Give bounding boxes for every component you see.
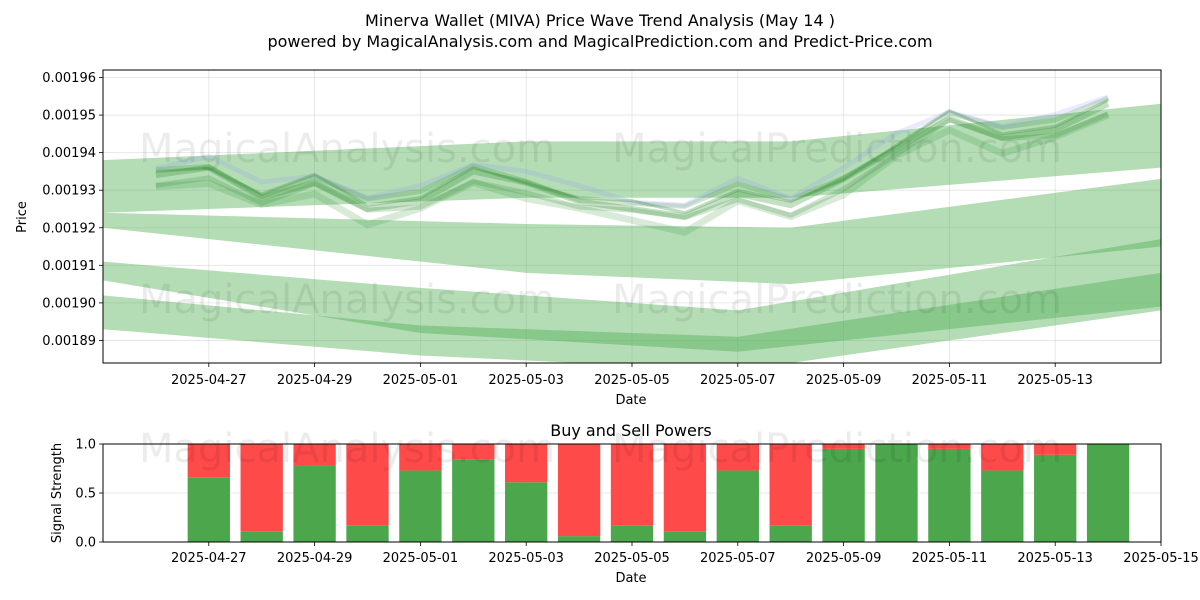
price-x-tick-label: 2025-04-27	[171, 373, 247, 388]
buy-power-bar	[346, 525, 389, 542]
signal-y-axis-label: Signal Strength	[50, 443, 65, 543]
signal-chart: Buy and Sell Powers MagicalAnalysis.com …	[50, 421, 1199, 586]
price-y-tick-label: 0.00196	[42, 71, 96, 86]
signal-x-tick-label: 2025-05-05	[594, 551, 670, 566]
signal-y-tick-label: 1.0	[75, 438, 96, 453]
watermark-bar-right: MagicalPrediction.com	[612, 426, 1062, 472]
price-wave-line	[155, 111, 1110, 236]
watermark-left-lower: MagicalAnalysis.com	[139, 277, 555, 323]
sell-power-bar	[505, 444, 548, 483]
trend-band	[103, 178, 1161, 285]
signal-x-ticks: 2025-04-27 2025-04-29 2025-05-01 2025-05-03…	[171, 542, 1199, 566]
buy-power-bar	[1034, 454, 1077, 542]
signal-x-tick-label: 2025-05-15	[1123, 551, 1199, 566]
price-chart: MagicalAnalysis.com MagicalPrediction.co…	[15, 69, 1162, 408]
price-grid	[103, 70, 1161, 363]
chart-subtitle: powered by MagicalAnalysis.com and Magic…	[267, 32, 932, 51]
sell-power-bar	[981, 444, 1024, 471]
sell-power-bar	[452, 444, 495, 460]
signal-x-tick-label: 2025-05-11	[912, 551, 988, 566]
signal-x-tick-label: 2025-05-09	[806, 551, 882, 566]
signal-chart-title: Buy and Sell Powers	[550, 421, 712, 440]
signal-bars	[187, 444, 1130, 542]
buy-power-bar	[505, 482, 548, 542]
watermark-right-lower: MagicalPrediction.com	[612, 277, 1062, 323]
sell-power-bar	[399, 444, 442, 471]
sell-power-bar	[716, 444, 759, 471]
sell-power-bar	[928, 444, 971, 449]
buy-power-bar	[981, 470, 1024, 542]
price-x-tick-label: 2025-05-01	[383, 373, 459, 388]
price-x-tick-label: 2025-05-05	[594, 373, 670, 388]
buy-power-bar	[610, 525, 654, 542]
signal-y-tick-label: 0.5	[75, 487, 96, 502]
buy-power-bar	[452, 459, 495, 542]
price-y-tick-label: 0.00192	[42, 221, 96, 236]
buy-power-bar	[1086, 444, 1130, 542]
trend-band	[103, 272, 1161, 363]
sell-power-bar	[346, 444, 389, 526]
price-y-tick-label: 0.00191	[42, 259, 96, 274]
price-x-tick-label: 2025-05-03	[488, 373, 564, 388]
sell-power-bar	[610, 444, 654, 526]
buy-power-bar	[716, 470, 759, 542]
signal-y-ticks: 0.0 0.5 1.0	[75, 438, 103, 551]
sell-power-bar	[187, 444, 230, 478]
sell-power-bar	[240, 444, 283, 532]
signal-x-tick-label: 2025-05-13	[1017, 551, 1093, 566]
buy-power-bar	[187, 477, 230, 542]
price-x-tick-label: 2025-05-11	[912, 373, 988, 388]
price-x-ticks: 2025-04-27 2025-04-29 2025-05-01 2025-05-03…	[171, 363, 1093, 388]
price-x-tick-label: 2025-05-07	[700, 373, 776, 388]
price-wave-line	[155, 98, 1109, 215]
sell-power-bar	[557, 444, 601, 537]
signal-x-tick-label: 2025-05-07	[700, 551, 776, 566]
sell-power-bar	[769, 444, 812, 526]
buy-power-bar	[663, 531, 707, 542]
price-wave-line	[155, 94, 1109, 208]
watermark-left: MagicalAnalysis.com	[139, 126, 555, 172]
price-y-tick-label: 0.00194	[42, 146, 96, 161]
signal-x-tick-label: 2025-04-27	[171, 551, 247, 566]
sell-power-bar	[1034, 444, 1077, 455]
buy-power-bar	[822, 448, 865, 542]
price-y-tick-label: 0.00190	[42, 296, 96, 311]
price-wave-line	[155, 101, 1110, 220]
price-y-ticks: 0.00189 0.00190 0.00191 0.00192 0.00193 0.001…	[42, 71, 103, 349]
watermark-right: MagicalPrediction.com	[612, 126, 1062, 172]
signal-y-tick-label: 0.0	[75, 536, 96, 551]
sell-power-bar	[663, 444, 707, 532]
buy-power-bar	[769, 525, 812, 542]
price-x-tick-label: 2025-04-29	[277, 373, 353, 388]
price-wave-line	[155, 111, 1110, 221]
price-bands	[103, 103, 1161, 363]
signal-x-tick-label: 2025-04-29	[277, 551, 353, 566]
buy-power-bar	[875, 444, 918, 542]
price-x-axis-label: Date	[615, 393, 646, 408]
price-y-tick-label: 0.00189	[42, 334, 96, 349]
price-y-tick-label: 0.00195	[42, 109, 96, 124]
signal-x-axis-label: Date	[615, 571, 646, 586]
buy-power-bar	[557, 536, 601, 542]
price-x-tick-label: 2025-05-13	[1017, 373, 1093, 388]
sell-power-bar	[293, 444, 336, 466]
signal-x-tick-label: 2025-05-01	[383, 551, 459, 566]
sell-power-bar	[822, 444, 865, 449]
buy-power-bar	[293, 465, 336, 542]
trend-band	[103, 239, 1161, 352]
price-waves	[155, 94, 1110, 236]
price-wave-line	[155, 95, 1110, 209]
price-x-tick-label: 2025-05-09	[806, 373, 882, 388]
buy-power-bar	[928, 448, 971, 542]
watermark-bar-left: MagicalAnalysis.com	[139, 426, 555, 472]
price-y-axis-label: Price	[15, 201, 30, 233]
trend-band	[103, 103, 1161, 213]
price-y-tick-label: 0.00193	[42, 184, 96, 199]
buy-power-bar	[399, 470, 442, 542]
chart-title: Minerva Wallet (MIVA) Price Wave Trend A…	[365, 11, 835, 30]
buy-power-bar	[240, 531, 283, 542]
signal-x-tick-label: 2025-05-03	[488, 551, 564, 566]
